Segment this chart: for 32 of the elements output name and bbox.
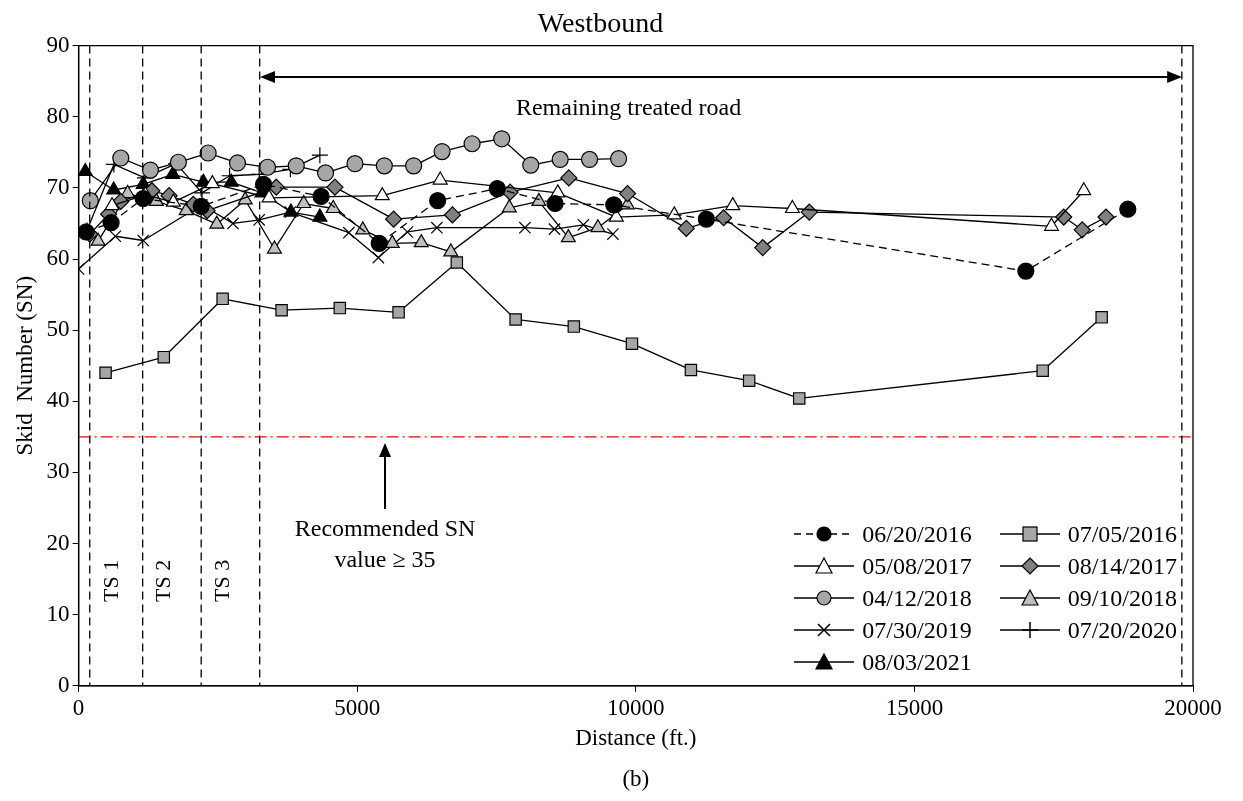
legend-label: 07/30/2019 [862,616,972,644]
text: (b) [621,765,651,793]
y-tick-label: 70 [46,173,70,199]
ref-line-label: TS 1 [97,559,123,602]
y-tick-label: 90 [46,31,70,57]
x-tick-label: 15000 [885,694,944,720]
annotation: Remaining treated road [514,92,743,122]
y-tick-label: 0 [58,671,70,697]
legend-label: 06/20/2016 [862,520,972,548]
ref-line-label: TS 3 [208,559,234,602]
x-tick-label: 10000 [607,694,665,720]
ref-line-label: TS 2 [150,559,176,602]
y-tick-label: 50 [46,316,70,342]
y-tick-label: 30 [46,458,70,484]
legend-label: 05/08/2017 [862,552,972,580]
y-tick-label: 80 [46,102,70,128]
legend-label: 07/20/2020 [1067,616,1177,644]
legend-label: 08/14/2017 [1067,552,1177,580]
legend-label: 04/12/2018 [862,584,972,612]
chart-title: Westbound [537,7,664,39]
x-axis-title: Distance (ft.) [575,725,697,751]
y-tick-label: 40 [46,387,70,413]
x-tick-label: 20000 [1164,694,1222,720]
y-tick-label: 10 [46,600,70,626]
y-axis-title: Skid Number (SN) [11,275,37,456]
annotation: Recommended SN value ≥ 35 [293,513,477,574]
y-tick-label: 60 [46,245,70,271]
y-tick-label: 20 [46,529,70,555]
legend-label: 07/05/2016 [1067,520,1177,548]
x-tick-label: 5000 [334,694,381,720]
legend-label: 09/10/2018 [1067,584,1177,612]
legend-label: 08/03/2021 [862,648,972,676]
